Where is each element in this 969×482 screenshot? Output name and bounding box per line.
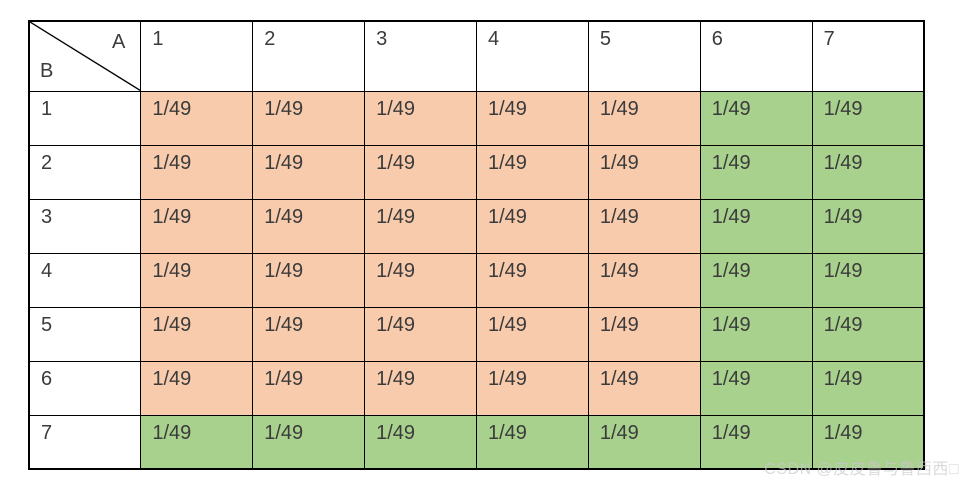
table-cell: 1/49 (811, 414, 925, 470)
column-header: 2 (252, 20, 366, 92)
watermark: CSDN @皮皮鲁与鲁西西□ (764, 461, 959, 478)
table-cell: 1/49 (587, 252, 701, 308)
table-cell: 1/49 (587, 144, 701, 200)
table-cell: 1/49 (252, 144, 366, 200)
table-row: 4 1/49 1/49 1/49 1/49 1/49 1/49 1/49 (28, 252, 925, 308)
row-header: 5 (28, 306, 142, 362)
corner-header-cell: A B (28, 20, 142, 92)
table-cell: 1/49 (252, 414, 366, 470)
row-header: 3 (28, 198, 142, 254)
column-header: 6 (699, 20, 813, 92)
table-cell: 1/49 (811, 198, 925, 254)
column-header: 5 (587, 20, 701, 92)
column-header: 3 (364, 20, 477, 92)
table-cell: 1/49 (476, 144, 589, 200)
table-cell: 1/49 (699, 144, 813, 200)
table-cell: 1/49 (252, 90, 366, 146)
table-cell: 1/49 (364, 360, 477, 416)
table-cell: 1/49 (699, 198, 813, 254)
table-cell: 1/49 (587, 414, 701, 470)
table-cell: 1/49 (140, 360, 254, 416)
table-row: 6 1/49 1/49 1/49 1/49 1/49 1/49 1/49 (28, 360, 925, 416)
table-cell: 1/49 (476, 198, 589, 254)
table-cell: 1/49 (140, 90, 254, 146)
table-row: 5 1/49 1/49 1/49 1/49 1/49 1/49 1/49 (28, 306, 925, 362)
column-header: 7 (811, 20, 925, 92)
table-cell: 1/49 (811, 306, 925, 362)
table-cell: 1/49 (811, 360, 925, 416)
column-header: 1 (140, 20, 254, 92)
table-cell: 1/49 (811, 252, 925, 308)
table-cell: 1/49 (252, 252, 366, 308)
table-row: 1 1/49 1/49 1/49 1/49 1/49 1/49 1/49 (28, 90, 925, 146)
table-cell: 1/49 (587, 198, 701, 254)
table-cell: 1/49 (587, 90, 701, 146)
table-cell: 1/49 (252, 360, 366, 416)
table-row: 3 1/49 1/49 1/49 1/49 1/49 1/49 1/49 (28, 198, 925, 254)
row-header: 6 (28, 360, 142, 416)
row-header: 4 (28, 252, 142, 308)
table-cell: 1/49 (699, 360, 813, 416)
corner-label-a: A (112, 31, 126, 53)
table-cell: 1/49 (364, 144, 477, 200)
table-cell: 1/49 (364, 252, 477, 308)
table-cell: 1/49 (140, 144, 254, 200)
table-cell: 1/49 (811, 90, 925, 146)
table-cell: 1/49 (140, 252, 254, 308)
table-cell: 1/49 (587, 306, 701, 362)
table-row: 7 1/49 1/49 1/49 1/49 1/49 1/49 1/49 (28, 414, 925, 470)
table-cell: 1/49 (476, 252, 589, 308)
table-cell: 1/49 (699, 414, 813, 470)
table-cell: 1/49 (587, 360, 701, 416)
table-cell: 1/49 (364, 90, 477, 146)
column-header: 4 (476, 20, 589, 92)
table-cell: 1/49 (140, 414, 254, 470)
table-row: 2 1/49 1/49 1/49 1/49 1/49 1/49 1/49 (28, 144, 925, 200)
diagonal-line (30, 22, 141, 91)
row-header: 2 (28, 144, 142, 200)
table-cell: 1/49 (140, 306, 254, 362)
corner-label-b: B (40, 59, 54, 82)
table-cell: 1/49 (699, 90, 813, 146)
row-header: 1 (28, 90, 142, 146)
table-cell: 1/49 (476, 306, 589, 362)
table-cell: 1/49 (476, 90, 589, 146)
row-header: 7 (28, 414, 142, 470)
table-cell: 1/49 (140, 198, 254, 254)
table-cell: 1/49 (476, 414, 589, 470)
table-cell: 1/49 (811, 144, 925, 200)
table-cell: 1/49 (476, 360, 589, 416)
table-cell: 1/49 (252, 198, 366, 254)
table-cell: 1/49 (364, 414, 477, 470)
table-cell: 1/49 (699, 252, 813, 308)
table-cell: 1/49 (252, 306, 366, 362)
table-cell: 1/49 (699, 306, 813, 362)
table-body: 1 1/49 1/49 1/49 1/49 1/49 1/49 1/49 2 1/49 1/49 1/… (28, 90, 925, 470)
table-cell: 1/49 (364, 198, 477, 254)
table-cell: 1/49 (364, 306, 477, 362)
